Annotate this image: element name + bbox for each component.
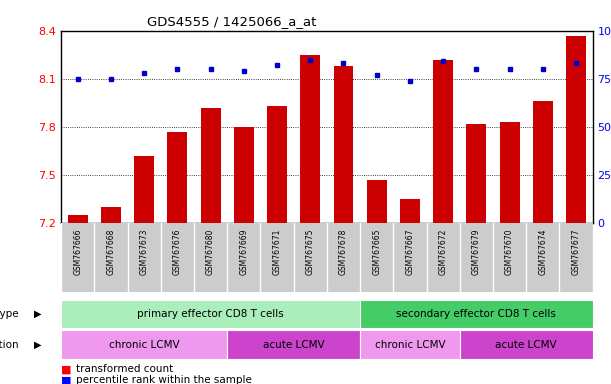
Bar [101,207,121,223]
Text: GSM767667: GSM767667 [406,228,414,275]
Text: GSM767666: GSM767666 [73,228,82,275]
Text: GSM767679: GSM767679 [472,228,481,275]
Text: ▶: ▶ [34,309,41,319]
Text: GSM767680: GSM767680 [206,228,215,275]
Text: chronic LCMV: chronic LCMV [375,339,445,350]
Bar [61,330,227,359]
Text: chronic LCMV: chronic LCMV [109,339,180,350]
Text: transformed count: transformed count [76,364,174,374]
Bar [134,156,154,223]
Bar [500,122,519,223]
Text: acute LCMV: acute LCMV [496,339,557,350]
Text: GSM767678: GSM767678 [339,228,348,275]
Text: GSM767670: GSM767670 [505,228,514,275]
Bar [466,124,486,223]
Bar [400,199,420,223]
Bar [301,55,320,223]
Text: GSM767671: GSM767671 [273,228,282,275]
Bar [61,300,360,328]
Text: cell type: cell type [0,309,18,319]
Bar [433,60,453,223]
Text: primary effector CD8 T cells: primary effector CD8 T cells [137,309,284,319]
Text: secondary effector CD8 T cells: secondary effector CD8 T cells [397,309,557,319]
Bar [533,101,553,223]
Text: GSM767676: GSM767676 [173,228,182,275]
Bar [267,106,287,223]
Bar [459,330,593,359]
Text: GDS4555 / 1425066_a_at: GDS4555 / 1425066_a_at [147,15,317,28]
Text: ▶: ▶ [34,339,41,350]
Text: GSM767675: GSM767675 [306,228,315,275]
Bar [68,215,88,223]
Text: GSM767673: GSM767673 [140,228,148,275]
Bar [367,180,387,223]
Bar [360,300,593,328]
Text: acute LCMV: acute LCMV [263,339,324,350]
Text: GSM767668: GSM767668 [106,228,115,275]
Text: GSM767674: GSM767674 [538,228,547,275]
Text: GSM767677: GSM767677 [571,228,580,275]
Bar [234,127,254,223]
Text: GSM767669: GSM767669 [240,228,248,275]
Text: percentile rank within the sample: percentile rank within the sample [76,375,252,384]
Bar [566,36,586,223]
Text: ■: ■ [61,375,71,384]
Bar [360,330,459,359]
Bar [200,108,221,223]
Text: ■: ■ [61,364,71,374]
Bar [334,66,353,223]
Text: GSM767665: GSM767665 [372,228,381,275]
Text: infection: infection [0,339,18,350]
Bar [167,132,188,223]
Text: GSM767672: GSM767672 [439,228,448,275]
Bar [227,330,360,359]
